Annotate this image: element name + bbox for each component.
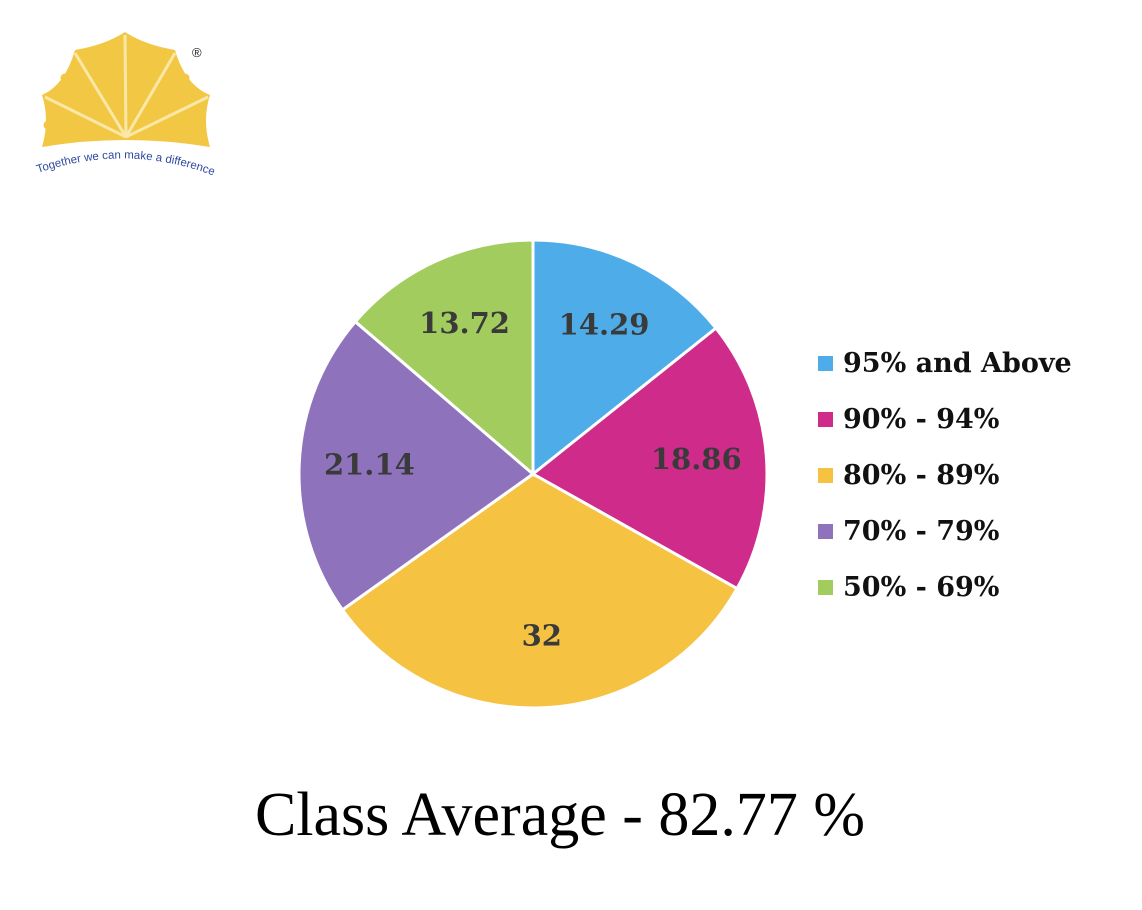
logo-rays (44, 34, 209, 139)
legend-swatch (818, 411, 833, 427)
legend-item: 80% - 89% (818, 447, 1072, 503)
legend: 95% and Above 90% - 94% 80% - 89% 70% - … (818, 335, 1072, 615)
legend-swatch (818, 467, 833, 483)
slice-data-label: 14.29 (559, 307, 650, 341)
slice-data-label: 21.14 (324, 448, 415, 482)
chart-title: Class Average - 82.77 % (254, 781, 866, 849)
pie-slice (340, 472, 740, 710)
slice-data-label: 18.86 (651, 442, 742, 476)
pie-slice (530, 326, 769, 591)
registered-mark: ® (192, 45, 202, 60)
legend-item: 95% and Above (818, 335, 1072, 391)
logo: ® Together we can make a difference (35, 32, 216, 178)
legend-label: 95% and Above (843, 347, 1072, 379)
legend-label: 90% - 94% (843, 403, 1000, 435)
pie-chart: 14.29 18.86 32 21.14 13.72 (297, 238, 769, 710)
pie-slice (531, 238, 719, 478)
slice-data-label: 32 (522, 619, 562, 653)
legend-swatch (818, 523, 833, 539)
legend-swatch (818, 579, 833, 595)
slice-data-label: 13.72 (419, 306, 510, 340)
logo-dots (43, 45, 205, 130)
legend-swatch (818, 355, 833, 371)
pie-slice (353, 238, 535, 478)
legend-item: 70% - 79% (818, 503, 1072, 559)
legend-item: 90% - 94% (818, 391, 1072, 447)
legend-item: 50% - 69% (818, 559, 1072, 615)
legend-label: 80% - 89% (843, 459, 1000, 491)
pie-slice (297, 319, 536, 612)
legend-label: 70% - 79% (843, 515, 1000, 547)
legend-label: 50% - 69% (843, 571, 1000, 603)
